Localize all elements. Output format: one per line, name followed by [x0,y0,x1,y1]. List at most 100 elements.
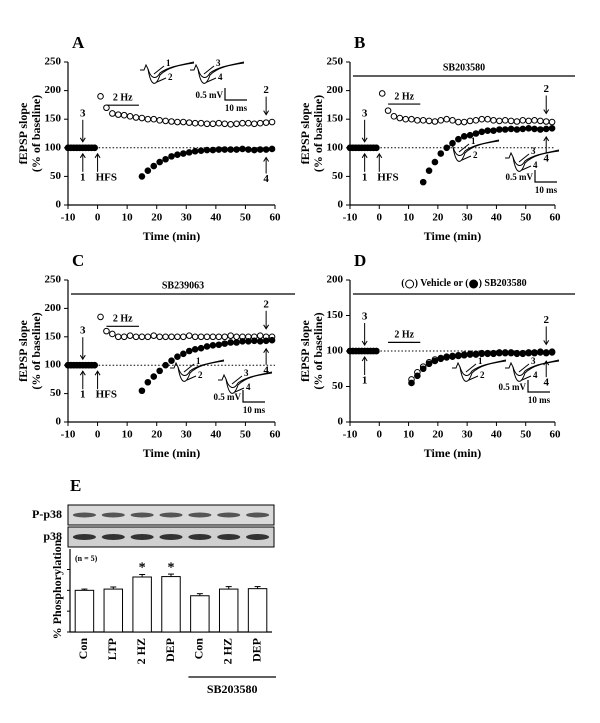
trace-pointer [521,375,532,381]
data-point [496,349,503,357]
axes [67,62,275,206]
trace-label: 2 [168,72,173,82]
arrow-head [94,152,101,159]
data-point [209,146,217,154]
marker-label: 4 [543,152,549,164]
x-tick-label: 30 [181,429,193,441]
significance: * [139,561,146,576]
arrow-head [543,135,550,142]
arrow-head [263,156,270,162]
data-point [233,333,240,341]
data-point [466,117,474,125]
data-point [97,313,104,321]
data-point [215,146,223,153]
data-point [114,111,122,118]
trace [452,139,500,156]
data-point [174,118,181,126]
scale-bar [527,380,550,393]
y-tick-label: 50 [332,170,344,182]
data-point [150,332,158,339]
trace-label: 1 [196,356,201,366]
blot-band [72,512,96,518]
data-point [548,349,556,356]
data-point [191,333,199,341]
trace-label: 1 [478,356,483,366]
data-point [501,126,509,133]
scale-label: 10 ms [528,395,551,405]
x-tick-label: -10 [61,212,76,224]
data-point [490,117,497,124]
bar [74,589,95,633]
data-point [114,333,122,341]
data-point [402,115,409,123]
arrow-head [263,324,270,330]
y-tick-label: 50 [332,380,344,392]
data-point [501,117,509,124]
data-point [437,150,445,157]
data-point [221,340,229,347]
arrow-head [543,109,550,115]
data-point [97,93,104,100]
trace-label: 4 [246,382,251,392]
trace-label: 2 [198,370,203,380]
marker-label: 4 [263,173,269,185]
data-point [268,118,276,126]
data-point [180,350,187,358]
y-tick-label: 100 [45,141,62,153]
data-point [519,117,527,124]
scale-label: 10 ms [225,103,248,113]
data-point [180,333,187,341]
data-point [221,120,229,128]
data-point [460,351,468,359]
trace-label: 1 [471,136,476,146]
data-point [542,349,550,357]
x-tick-label: 10 [122,212,134,224]
y-axis-label: fEPSP slope [16,102,30,164]
y-tick-label: 150 [45,113,62,125]
x-tick-label: DEP [163,638,177,662]
data-point [109,330,116,338]
data-point [484,350,491,358]
data-point [519,350,527,358]
blot-band [159,534,183,540]
marker-label: 2 [263,298,269,310]
x-tick-label: 2 HZ [134,638,148,664]
x-tick-label: 50 [520,212,532,224]
data-point [251,337,258,345]
x-tick-label: -10 [61,429,76,441]
data-point [542,118,550,125]
data-point [542,125,550,133]
trace-pointer [153,65,165,75]
legend: ( ) Vehicle or ( ) SB203580 [401,278,526,289]
data-point [203,333,211,341]
data-point [490,127,497,134]
data-point [431,118,439,125]
data-point [449,353,456,360]
data-point [191,119,199,127]
stim-label: 2 Hz [394,330,414,341]
arrow-head [361,137,368,143]
data-point [256,119,264,127]
data-point [466,131,474,139]
data-point [419,117,427,124]
blot-band [130,534,154,540]
data-point [548,125,556,132]
data-point [185,347,193,355]
blot-label: p38 [43,529,62,543]
data-point [174,151,181,158]
data-point [215,333,223,341]
y-tick-label: 100 [45,359,62,371]
data-point [245,338,252,345]
data-point [408,379,415,387]
bar [190,595,210,633]
arrow-head [376,152,383,159]
data-point [91,144,98,152]
bar [218,588,239,633]
data-point [109,110,116,117]
x-tick-label: 20 [151,429,163,441]
trace-label: 3 [244,368,249,378]
data-point [203,146,211,154]
data-point [144,378,152,386]
data-point [180,150,187,157]
data-point [138,114,146,122]
